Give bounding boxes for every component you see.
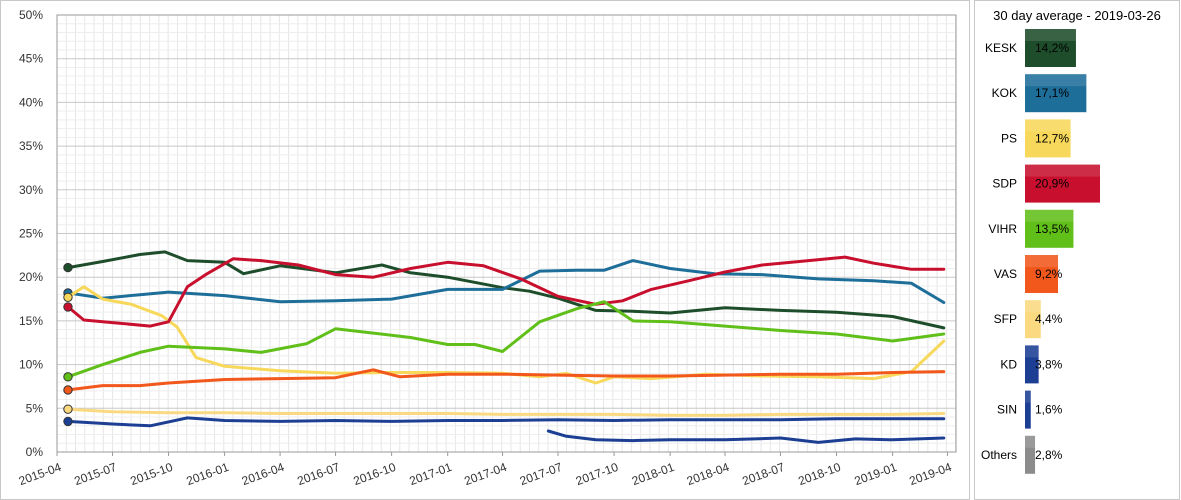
bar-row-vas: VAS 9,2% xyxy=(994,255,1063,293)
bar xyxy=(1025,119,1071,158)
bar xyxy=(1025,164,1100,203)
y-tick-label: 30% xyxy=(19,183,43,197)
series-line-sfp xyxy=(66,407,946,417)
bar-category-label: SIN xyxy=(997,403,1017,417)
series-start-marker xyxy=(63,262,73,273)
bar xyxy=(1025,300,1041,339)
series-line-sdp xyxy=(66,255,946,328)
bar-highlight xyxy=(1025,74,1087,87)
bar-category-label: KESK xyxy=(985,41,1017,55)
series-sdp xyxy=(63,255,946,328)
series-vihr xyxy=(63,300,946,382)
bar-category-label: Others xyxy=(981,448,1017,462)
series-line-kok xyxy=(66,259,946,304)
bar-row-ps: PS 12,7% xyxy=(1001,119,1071,158)
series-sfp xyxy=(63,404,946,417)
bar-chart-title: 30 day average - 2019-03-26 xyxy=(993,8,1161,23)
y-tick-label: 15% xyxy=(19,314,43,328)
y-tick-label: 20% xyxy=(19,270,43,284)
bar-value-label: 20,9% xyxy=(1035,177,1069,191)
bar xyxy=(1025,345,1039,384)
bar-value-label: 9,2% xyxy=(1035,267,1063,281)
bar xyxy=(1025,255,1059,293)
bar-row-kd: KD 3,8% xyxy=(1000,345,1063,384)
series-line-vas xyxy=(66,368,946,392)
series-start-marker xyxy=(63,302,73,312)
y-tick-label: 25% xyxy=(19,227,43,241)
bar-highlight xyxy=(1025,435,1036,448)
bar-highlight xyxy=(1025,345,1039,358)
bar-value-label: 3,8% xyxy=(1035,357,1063,371)
series-line-vihr xyxy=(66,300,946,379)
series-start-marker xyxy=(63,404,73,414)
bar-value-label: 2,8% xyxy=(1035,448,1063,462)
bar-row-sdp: SDP 20,9% xyxy=(992,164,1100,203)
y-tick-label: 40% xyxy=(19,95,43,109)
bar xyxy=(1025,435,1036,474)
bar-category-label: KOK xyxy=(992,86,1017,100)
series-line-kd xyxy=(66,416,946,428)
bar-category-label: VAS xyxy=(994,267,1017,281)
bar-value-label: 13,5% xyxy=(1035,222,1069,236)
bar-value-label: 1,6% xyxy=(1035,403,1063,417)
bar-highlight xyxy=(1025,209,1074,222)
bar-value-label: 17,1% xyxy=(1035,86,1069,100)
bar-row-others: Others 2,8% xyxy=(981,435,1063,474)
bar-row-kok: KOK 17,1% xyxy=(992,74,1087,113)
series-kd xyxy=(63,416,946,428)
bar-value-label: 12,7% xyxy=(1035,131,1069,145)
bar-highlight xyxy=(1025,164,1100,177)
bar-category-label: VIHR xyxy=(988,222,1017,236)
bar xyxy=(1025,209,1074,248)
bar-highlight xyxy=(1025,119,1071,132)
series-line-kesk xyxy=(66,250,946,330)
bar-category-label: SFP xyxy=(994,312,1017,326)
bar-value-label: 4,4% xyxy=(1035,312,1063,326)
series-start-marker xyxy=(63,372,73,382)
bar xyxy=(1025,29,1076,67)
y-tick-label: 35% xyxy=(19,139,43,153)
bar-category-label: SDP xyxy=(992,177,1017,191)
bar xyxy=(1025,74,1087,113)
plot-area-border xyxy=(56,14,957,453)
bar-row-vihr: VIHR 13,5% xyxy=(988,209,1074,248)
bar-row-sin: SIN 1,6% xyxy=(997,390,1063,429)
y-tick-label: 0% xyxy=(26,445,44,459)
series-start-marker xyxy=(63,385,73,395)
bar-highlight xyxy=(1025,255,1059,267)
y-tick-label: 50% xyxy=(19,8,43,22)
thirty-day-average-bar-chart: 30 day average - 2019-03-26 KESK 14,2% KOK… xyxy=(981,8,1161,474)
series-sin xyxy=(546,429,946,444)
series-kesk xyxy=(63,250,946,330)
bar-value-label: 14,2% xyxy=(1035,41,1069,55)
bar-highlight xyxy=(1025,300,1041,313)
y-tick-label: 45% xyxy=(19,52,43,66)
bar-row-kesk: KESK 14,2% xyxy=(985,29,1076,67)
bar-category-label: KD xyxy=(1000,357,1017,371)
poll-trend-line-chart: 0%5%10%15%20%25%30%35%40%45%50%2015-04 20… xyxy=(17,8,957,488)
y-tick-label: 5% xyxy=(26,401,44,415)
series-start-marker xyxy=(63,416,73,427)
series-vas xyxy=(63,368,946,395)
bar xyxy=(1025,390,1031,429)
series-line-sin xyxy=(546,429,946,444)
bar-highlight xyxy=(1025,390,1031,403)
series-start-marker xyxy=(63,292,73,303)
bar-row-sfp: SFP 4,4% xyxy=(994,300,1063,339)
bar-category-label: PS xyxy=(1001,131,1017,145)
bar-highlight xyxy=(1025,29,1076,41)
y-tick-label: 10% xyxy=(19,358,43,372)
